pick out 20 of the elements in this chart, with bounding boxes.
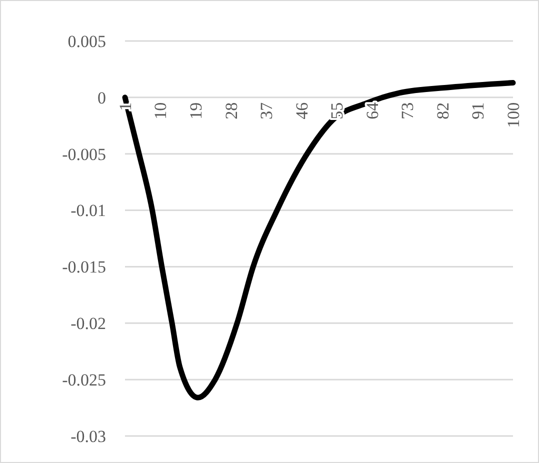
x-tick-label: 1 [116,102,135,111]
x-tick-label: 55 [328,102,347,120]
x-tick-label: 100 [504,102,523,128]
x-tick-label: 46 [292,102,312,120]
x-tick-label: 10 [151,102,170,120]
x-tick-label: 64 [362,102,382,120]
y-tick-label: 0.005 [68,32,106,51]
y-tick-label: -0.03 [70,426,106,446]
y-tick-label: -0.01 [70,201,106,220]
y-tick-label: 0 [98,88,106,108]
x-tick-label: 82 [433,102,452,120]
x-tick-label: 37 [257,102,276,120]
y-tick-label: -0.025 [62,370,106,390]
y-tick-label: -0.015 [62,258,106,277]
x-tick-label: 91 [468,102,488,120]
y-tick-label: -0.005 [62,144,106,164]
x-tick-label: 28 [222,102,241,120]
x-tick-label: 19 [186,102,206,120]
x-tick-label: 73 [398,102,418,120]
y-tick-label: -0.02 [70,314,106,334]
